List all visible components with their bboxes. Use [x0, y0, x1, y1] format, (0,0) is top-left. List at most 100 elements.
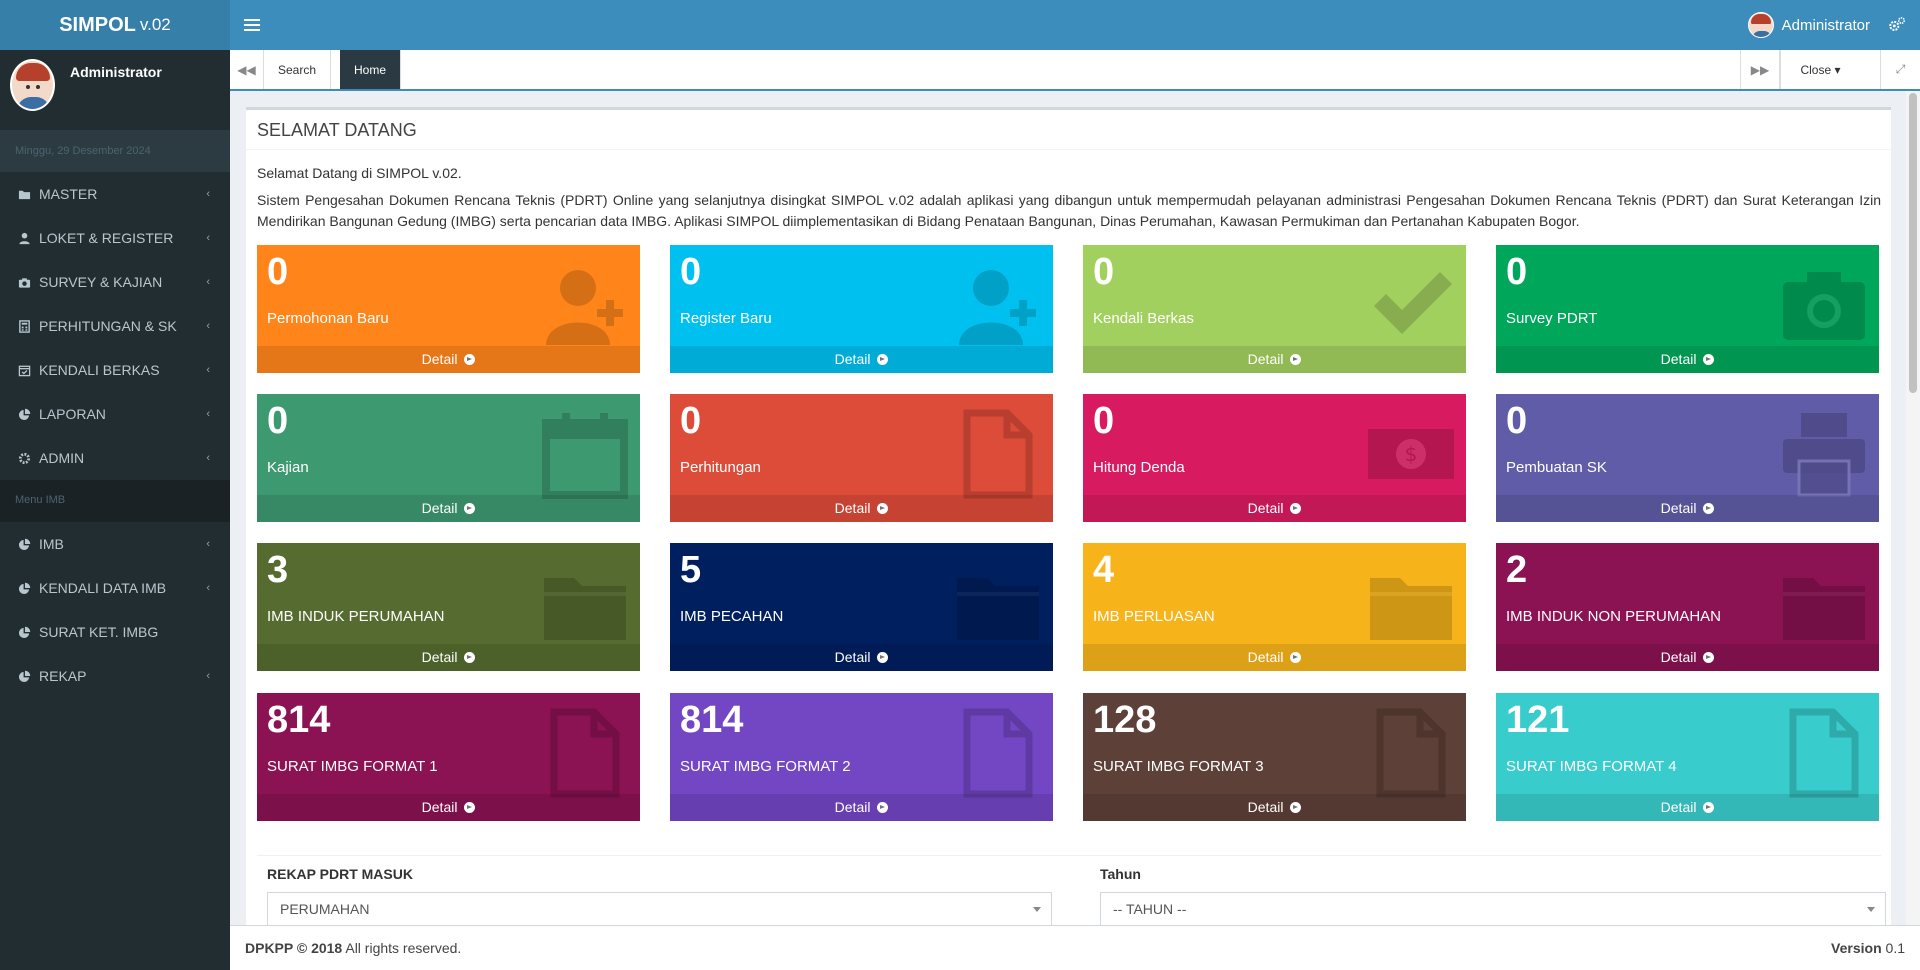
- pie-chart-icon: [18, 538, 31, 551]
- sidebar-item-loket-register[interactable]: LOKET & REGISTER ‹: [0, 216, 230, 260]
- welcome-box: SELAMAT DATANG Selamat Datang di SIMPOL …: [246, 107, 1891, 925]
- tile-detail-link[interactable]: Detail: [257, 644, 640, 671]
- stat-tile-surat-imbg-format-1: 814 SURAT IMBG FORMAT 1 Detail: [257, 693, 640, 821]
- tile-detail-link[interactable]: Detail: [257, 794, 640, 821]
- stat-tile-register-baru: 0 Register Baru Detail: [670, 245, 1053, 373]
- gears-icon[interactable]: [1888, 16, 1906, 34]
- stat-tile-imb-induk-perumahan: 3 IMB INDUK PERUMAHAN Detail: [257, 543, 640, 671]
- chevron-left-icon: ‹: [206, 276, 210, 288]
- tile-count: 0: [680, 251, 702, 293]
- app-logo[interactable]: SIMPOL v.02: [0, 0, 230, 50]
- sidebar-item-kendali-data-imb[interactable]: KENDALI DATA IMB ‹: [0, 566, 230, 610]
- tab-home[interactable]: Home: [340, 50, 402, 89]
- arrow-circle-right-icon: [1290, 652, 1302, 663]
- close-tabs-button[interactable]: Close ▾: [1780, 50, 1860, 89]
- sidebar-item-perhitungan-sk[interactable]: PERHITUNGAN & SK ‹: [0, 304, 230, 348]
- sidebar-item-kendali-berkas[interactable]: KENDALI BERKAS ‹: [0, 348, 230, 392]
- tile-detail-link[interactable]: Detail: [1496, 495, 1879, 522]
- file-icon: [540, 708, 630, 798]
- arrow-circle-right-icon: [1703, 354, 1715, 365]
- tab-scroll-right-icon[interactable]: ▶▶: [1740, 50, 1780, 89]
- stat-tile-imb-pecahan: 5 IMB PECAHAN Detail: [670, 543, 1053, 671]
- folder-icon: [1366, 558, 1456, 648]
- tile-count: 4: [1093, 549, 1115, 591]
- tile-detail-link[interactable]: Detail: [1083, 346, 1466, 373]
- tile-label: Permohonan Baru: [267, 310, 389, 327]
- chevron-left-icon: ‹: [206, 188, 210, 200]
- tile-detail-link[interactable]: Detail: [670, 346, 1053, 373]
- tile-count: 0: [1093, 400, 1115, 442]
- stat-tile-permohonan-baru: 0 Permohonan Baru Detail: [257, 245, 640, 373]
- sidebar-item-surat-ket-imbg[interactable]: SURAT KET. IMBG: [0, 610, 230, 654]
- arrow-circle-right-icon: [464, 503, 476, 514]
- file-icon: [1779, 708, 1869, 798]
- arrow-circle-right-icon: [877, 354, 889, 365]
- tile-detail-link[interactable]: Detail: [670, 794, 1053, 821]
- app-version: v.02: [139, 15, 171, 34]
- folder-icon: [1779, 558, 1869, 648]
- chevron-left-icon: ‹: [206, 670, 210, 682]
- fullscreen-icon[interactable]: ⤢: [1880, 50, 1920, 89]
- tile-label: Kajian: [267, 459, 309, 476]
- tab-scroll-left-icon[interactable]: ◀◀: [230, 50, 264, 89]
- stat-tile-perhitungan: 0 Perhitungan Detail: [670, 394, 1053, 522]
- tile-detail-link[interactable]: Detail: [1083, 495, 1466, 522]
- version-value: 0.1: [1881, 940, 1905, 956]
- tile-detail-link[interactable]: Detail: [1083, 794, 1466, 821]
- scrollbar[interactable]: [1906, 91, 1920, 925]
- rekap-select[interactable]: PERUMAHAN: [267, 892, 1052, 925]
- sidebar-item-imb[interactable]: IMB ‹: [0, 522, 230, 566]
- tab-search[interactable]: Search: [264, 50, 332, 89]
- file-icon: [1366, 708, 1456, 798]
- footer: DPKPP © 2018 All rights reserved. Versio…: [230, 925, 1920, 970]
- footer-version: Version 0.1: [1831, 940, 1905, 956]
- user-menu[interactable]: Administrator: [1747, 12, 1870, 38]
- tahun-select-value: -- TAHUN --: [1113, 901, 1187, 917]
- sidebar: Administrator Minggu, 29 Desember 2024 M…: [0, 50, 230, 970]
- sidebar-item-rekap[interactable]: REKAP ‹: [0, 654, 230, 698]
- tahun-select[interactable]: -- TAHUN --: [1100, 892, 1886, 925]
- tile-detail-link[interactable]: Detail: [257, 346, 640, 373]
- rekap-select-value: PERUMAHAN: [280, 901, 370, 917]
- calculator-icon: [18, 319, 31, 333]
- sidebar-item-admin[interactable]: ADMIN ‹: [0, 436, 230, 480]
- tile-label: Hitung Denda: [1093, 459, 1185, 476]
- tile-detail-link[interactable]: Detail: [1496, 644, 1879, 671]
- chevron-left-icon: ‹: [206, 364, 210, 376]
- tile-count: 0: [1093, 251, 1115, 293]
- tile-label: Kendali Berkas: [1093, 310, 1194, 327]
- arrow-circle-right-icon: [1703, 503, 1715, 514]
- avatar: [10, 59, 55, 111]
- sidebar-item-label: KENDALI DATA IMB: [39, 580, 167, 596]
- close-tabs-label: Close: [1800, 62, 1832, 77]
- sidebar-item-label: IMB: [39, 536, 64, 552]
- stat-tile-hitung-denda: 0 Hitung Denda $ Detail: [1083, 394, 1466, 522]
- tile-detail-link[interactable]: Detail: [1496, 346, 1879, 373]
- tile-detail-link[interactable]: Detail: [670, 495, 1053, 522]
- menu-toggle-icon[interactable]: [244, 14, 260, 36]
- current-date: Minggu, 29 Desember 2024: [0, 130, 230, 172]
- pie-chart-icon: [18, 408, 31, 421]
- arrow-circle-right-icon: [464, 652, 476, 663]
- main-content: SELAMAT DATANG Selamat Datang di SIMPOL …: [230, 91, 1920, 925]
- tile-label: IMB INDUK PERUMAHAN: [267, 608, 445, 625]
- tile-count: 814: [680, 699, 744, 741]
- calendar-check-icon: [18, 364, 31, 377]
- sidebar-item-master[interactable]: MASTER ‹: [0, 172, 230, 216]
- file-icon: [953, 409, 1043, 499]
- user-panel: Administrator: [0, 50, 230, 130]
- tile-detail-link[interactable]: Detail: [1496, 794, 1879, 821]
- tile-label: IMB PERLUASAN: [1093, 608, 1215, 625]
- app-name: SIMPOL: [59, 13, 136, 36]
- check-icon: [1366, 260, 1456, 350]
- tile-label: Register Baru: [680, 310, 772, 327]
- tile-detail-link[interactable]: Detail: [1083, 644, 1466, 671]
- tile-detail-link[interactable]: Detail: [257, 495, 640, 522]
- tile-detail-link[interactable]: Detail: [670, 644, 1053, 671]
- pie-chart-icon: [18, 670, 31, 683]
- rekap-label: REKAP PDRT MASUK: [267, 866, 413, 882]
- sidebar-item-laporan[interactable]: LAPORAN ‹: [0, 392, 230, 436]
- sidebar-item-survey-kajian[interactable]: SURVEY & KAJIAN ‹: [0, 260, 230, 304]
- tile-detail-label: Detail: [1660, 799, 1697, 815]
- chevron-left-icon: ‹: [206, 232, 210, 244]
